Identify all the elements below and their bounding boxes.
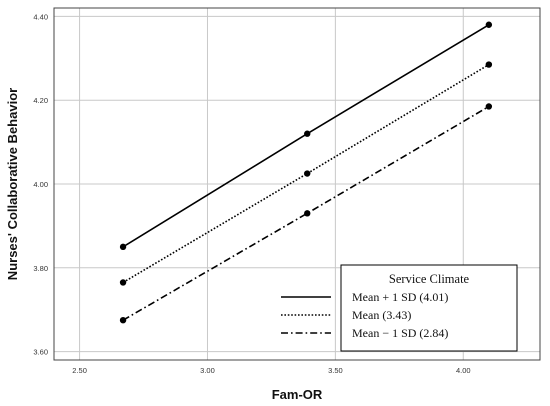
data-point	[119, 316, 127, 324]
legend-label: Mean (3.43)	[352, 308, 411, 322]
x-tick-label: 4.00	[456, 366, 471, 375]
data-point	[304, 170, 311, 177]
series-line	[122, 105, 490, 321]
data-point	[304, 130, 311, 137]
legend-title: Service Climate	[389, 272, 470, 286]
data-point	[304, 210, 311, 217]
data-point	[485, 61, 493, 68]
data-point	[119, 243, 127, 251]
series-2	[119, 61, 493, 286]
plot-frame	[53, 7, 541, 361]
series-3	[119, 103, 493, 324]
y-tick-label: 3.60	[33, 348, 48, 357]
series-line	[122, 63, 490, 284]
legend-items: Mean + 1 SD (4.01) Mean (3.43) Mean − 1 SD…	[281, 290, 448, 340]
y-tick-label: 4.00	[33, 180, 48, 189]
y-tick-label: 4.40	[33, 12, 48, 21]
series-layer	[119, 21, 493, 324]
series-1	[119, 21, 493, 251]
data-point	[119, 279, 127, 286]
grid	[54, 8, 540, 360]
legend-box	[340, 264, 518, 352]
y-tick-label: 4.20	[33, 96, 48, 105]
x-tick-label: 3.00	[200, 366, 215, 375]
legend: Service Climate Mean + 1 SD (4.01) Mean (…	[281, 264, 518, 352]
x-tick-label: 2.50	[72, 366, 87, 375]
x-axis-ticks: 2.50 3.00 3.50 4.00	[72, 366, 470, 375]
y-axis-ticks: 3.60 3.80 4.00 4.20 4.40	[33, 12, 48, 356]
x-axis-title: Fam-OR	[272, 387, 323, 402]
legend-label: Mean − 1 SD (2.84)	[352, 326, 448, 340]
y-tick-label: 3.80	[33, 264, 48, 273]
legend-label: Mean + 1 SD (4.01)	[352, 290, 448, 304]
x-tick-label: 3.50	[328, 366, 343, 375]
data-point	[485, 21, 493, 28]
y-axis-title: Nurses' Collaborative Behavior	[5, 88, 20, 280]
data-point	[485, 103, 493, 110]
